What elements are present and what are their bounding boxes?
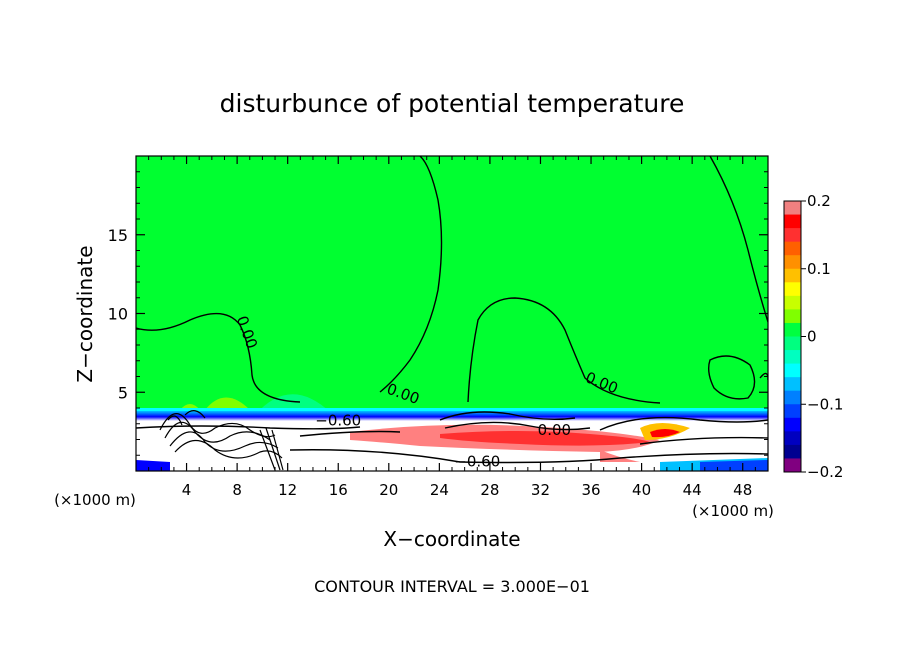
contour-label: 0.00: [538, 421, 571, 439]
colorbar-segment: [784, 417, 801, 432]
field-cyan-line: [136, 408, 768, 411]
colorbar-segment: [784, 458, 801, 473]
x-tick-label: 28: [480, 481, 499, 499]
colorbar-segment: [784, 228, 801, 243]
contour-zero-hump: [467, 297, 661, 404]
contour-low-7: [299, 430, 401, 437]
y-tick-label: 15: [108, 226, 128, 245]
colorbar-segment: [784, 390, 801, 405]
x-tick-label: 48: [733, 481, 752, 499]
colorbar-segment: [784, 201, 801, 216]
colorbar-tick-label: 0.2: [807, 192, 831, 210]
contour-low-1: [136, 425, 361, 430]
chart-title: disturbunce of potential temperature: [220, 89, 685, 118]
contour-low-6: [639, 436, 768, 445]
colorbar-tick-label: 0: [807, 328, 817, 346]
colorbar-tick-label: 0.1: [807, 260, 831, 278]
plot-area: [136, 156, 768, 471]
field-blue-band: [136, 409, 768, 421]
x-tick-label: 16: [329, 481, 348, 499]
colorbar: 0.2 0.1 0 −0.1 −0.2: [783, 192, 843, 481]
field-red-spot: [650, 429, 680, 438]
x-tick-label: 20: [379, 481, 398, 499]
colorbar-segment: [784, 350, 801, 365]
x-axis-label: X−coordinate: [383, 527, 520, 551]
x-tick-label: 4: [182, 481, 192, 499]
colorbar-segment: [784, 214, 801, 229]
y-axis-label: Z−coordinate: [73, 245, 97, 382]
colorbar-segment: [784, 255, 801, 270]
x-tick-label: 36: [581, 481, 600, 499]
field-red-core: [440, 431, 650, 446]
colorbar-segment: [784, 295, 801, 310]
x-tick-label: 12: [278, 481, 297, 499]
colorbar-segment: [784, 282, 801, 297]
colorbar-segment: [784, 404, 801, 419]
colorbar-segment: [784, 336, 801, 351]
colorbar-segment: [784, 431, 801, 446]
contour-low-4: [444, 421, 591, 431]
contour-low-2: [289, 449, 768, 464]
terrain-contour-cluster: [159, 410, 284, 471]
x-tick-label: 24: [430, 481, 449, 499]
x-tick-label: 40: [632, 481, 651, 499]
contour-label: −0.60: [454, 452, 500, 470]
colorbar-segment: [784, 377, 801, 392]
contour-low-5: [599, 416, 768, 431]
y-tick-label: 5: [118, 383, 128, 402]
contour-zero-right: [709, 156, 768, 323]
contour-zero-small-right: [707, 355, 756, 400]
colorbar-tick-label: −0.2: [807, 463, 843, 481]
colorbar-segment: [784, 444, 801, 459]
x-axis: 4 8 12 16 20 24 28 32 36 40 44 48: [148, 156, 756, 499]
y-tick-label: 10: [108, 305, 128, 324]
colorbar-segment: [784, 309, 801, 324]
colorbar-segment: [784, 268, 801, 283]
contour-label: −0.60: [315, 411, 361, 429]
colorbar-segment: [784, 241, 801, 256]
x-tick-label: 44: [683, 481, 702, 499]
x-tick-label: 8: [232, 481, 242, 499]
x-unit-left: (×1000 m): [54, 491, 136, 509]
colorbar-segment: [784, 322, 801, 337]
y-axis: 5 10 15: [108, 171, 768, 456]
contour-low-3: [439, 411, 576, 421]
colorbar-segment: [784, 363, 801, 378]
x-unit-right: (×1000 m): [692, 502, 774, 520]
colorbar-tick-label: −0.1: [807, 395, 843, 413]
contour-interval-note: CONTOUR INTERVAL = 3.000E−01: [314, 577, 590, 596]
contour-zero-left: [136, 312, 301, 403]
x-tick-label: 32: [531, 481, 550, 499]
contour-zero-center: [379, 156, 443, 393]
